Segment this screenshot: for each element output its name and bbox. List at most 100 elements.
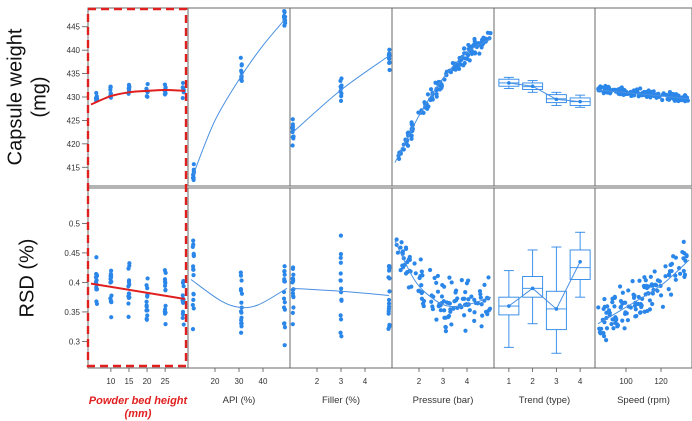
data-point (463, 328, 468, 333)
data-point (282, 15, 287, 20)
data-point (94, 255, 99, 260)
data-point (624, 311, 629, 316)
data-point (667, 273, 672, 278)
data-point (614, 316, 619, 321)
data-point (668, 292, 674, 297)
data-point (673, 277, 678, 282)
x-axis-label: Filler (%) (322, 395, 360, 406)
mean-point (578, 99, 582, 104)
panel-frame (187, 187, 291, 369)
data-point (400, 249, 405, 254)
data-point (108, 271, 113, 277)
data-point (282, 277, 287, 282)
data-point (387, 276, 392, 281)
data-point (386, 309, 391, 314)
y-tick-label: 445 (67, 23, 81, 32)
data-point (663, 274, 668, 279)
data-point (467, 58, 472, 63)
data-point (190, 264, 196, 269)
data-point (126, 284, 131, 289)
data-point (626, 288, 631, 293)
data-point (191, 162, 196, 167)
data-point (459, 278, 464, 283)
data-point (603, 83, 608, 89)
data-point (425, 106, 430, 111)
data-point (455, 62, 460, 67)
x-tick-label: 2 (417, 377, 422, 386)
data-point (650, 283, 655, 288)
x-tick-label: 3 (441, 377, 446, 386)
fit-line (292, 287, 390, 296)
data-point (650, 291, 655, 296)
data-point (239, 321, 244, 326)
data-point (290, 310, 295, 315)
data-point (386, 301, 392, 306)
data-point (290, 122, 295, 127)
panel-api-cw (190, 9, 288, 183)
data-point (144, 308, 149, 313)
data-point (602, 304, 607, 309)
data-point (163, 288, 168, 293)
data-point (145, 81, 150, 87)
data-point (144, 299, 149, 304)
data-point (387, 264, 392, 269)
data-point (338, 317, 344, 322)
data-point (618, 304, 624, 309)
data-point (469, 294, 474, 299)
x-tick-label: 2 (530, 377, 535, 386)
data-point (418, 257, 423, 262)
data-point (620, 301, 625, 306)
data-point (180, 85, 185, 90)
panel-pbh-cw (90, 80, 186, 106)
data-point (660, 304, 666, 309)
data-point (604, 338, 609, 343)
data-point (339, 334, 344, 339)
data-point (654, 283, 659, 288)
data-point (481, 35, 486, 40)
data-point (661, 91, 666, 96)
x-tick-label: 20 (211, 377, 220, 386)
fit-line (394, 240, 492, 308)
data-point (486, 275, 491, 280)
data-point (191, 306, 196, 311)
data-point (108, 299, 114, 304)
data-point (647, 298, 653, 303)
box (545, 290, 567, 331)
data-point (162, 268, 167, 273)
x-tick-label: 30 (235, 377, 244, 386)
data-point (145, 276, 150, 281)
x-axis-label: Speed (rpm) (617, 395, 670, 406)
data-point (282, 300, 287, 305)
y-tick-label: 425 (67, 116, 81, 125)
data-point (190, 302, 195, 308)
data-point (419, 283, 424, 288)
data-point (443, 324, 448, 330)
mean-point (530, 84, 535, 89)
data-point (463, 56, 468, 61)
data-point (456, 66, 462, 72)
data-point (180, 312, 186, 317)
data-point (471, 42, 476, 47)
mean-point (578, 259, 582, 264)
data-point (606, 308, 612, 313)
data-point (614, 322, 620, 327)
panel-frame (594, 187, 692, 369)
data-point (488, 31, 493, 36)
data-point (630, 278, 635, 284)
data-point (191, 238, 196, 243)
fit-line (597, 89, 690, 100)
data-point (282, 9, 287, 15)
x-tick-label: 4 (465, 377, 470, 386)
data-point (633, 307, 638, 312)
data-point (338, 330, 343, 335)
data-point (466, 297, 471, 302)
panel-frame (289, 187, 393, 369)
x-tick-label: 1 (507, 377, 512, 386)
y-tick-label: 440 (67, 46, 81, 55)
data-point (602, 296, 607, 302)
data-point (444, 73, 449, 78)
data-point (144, 304, 149, 309)
data-point (239, 315, 244, 320)
mean-point (507, 304, 511, 308)
x-tick-label: 4 (363, 377, 368, 386)
